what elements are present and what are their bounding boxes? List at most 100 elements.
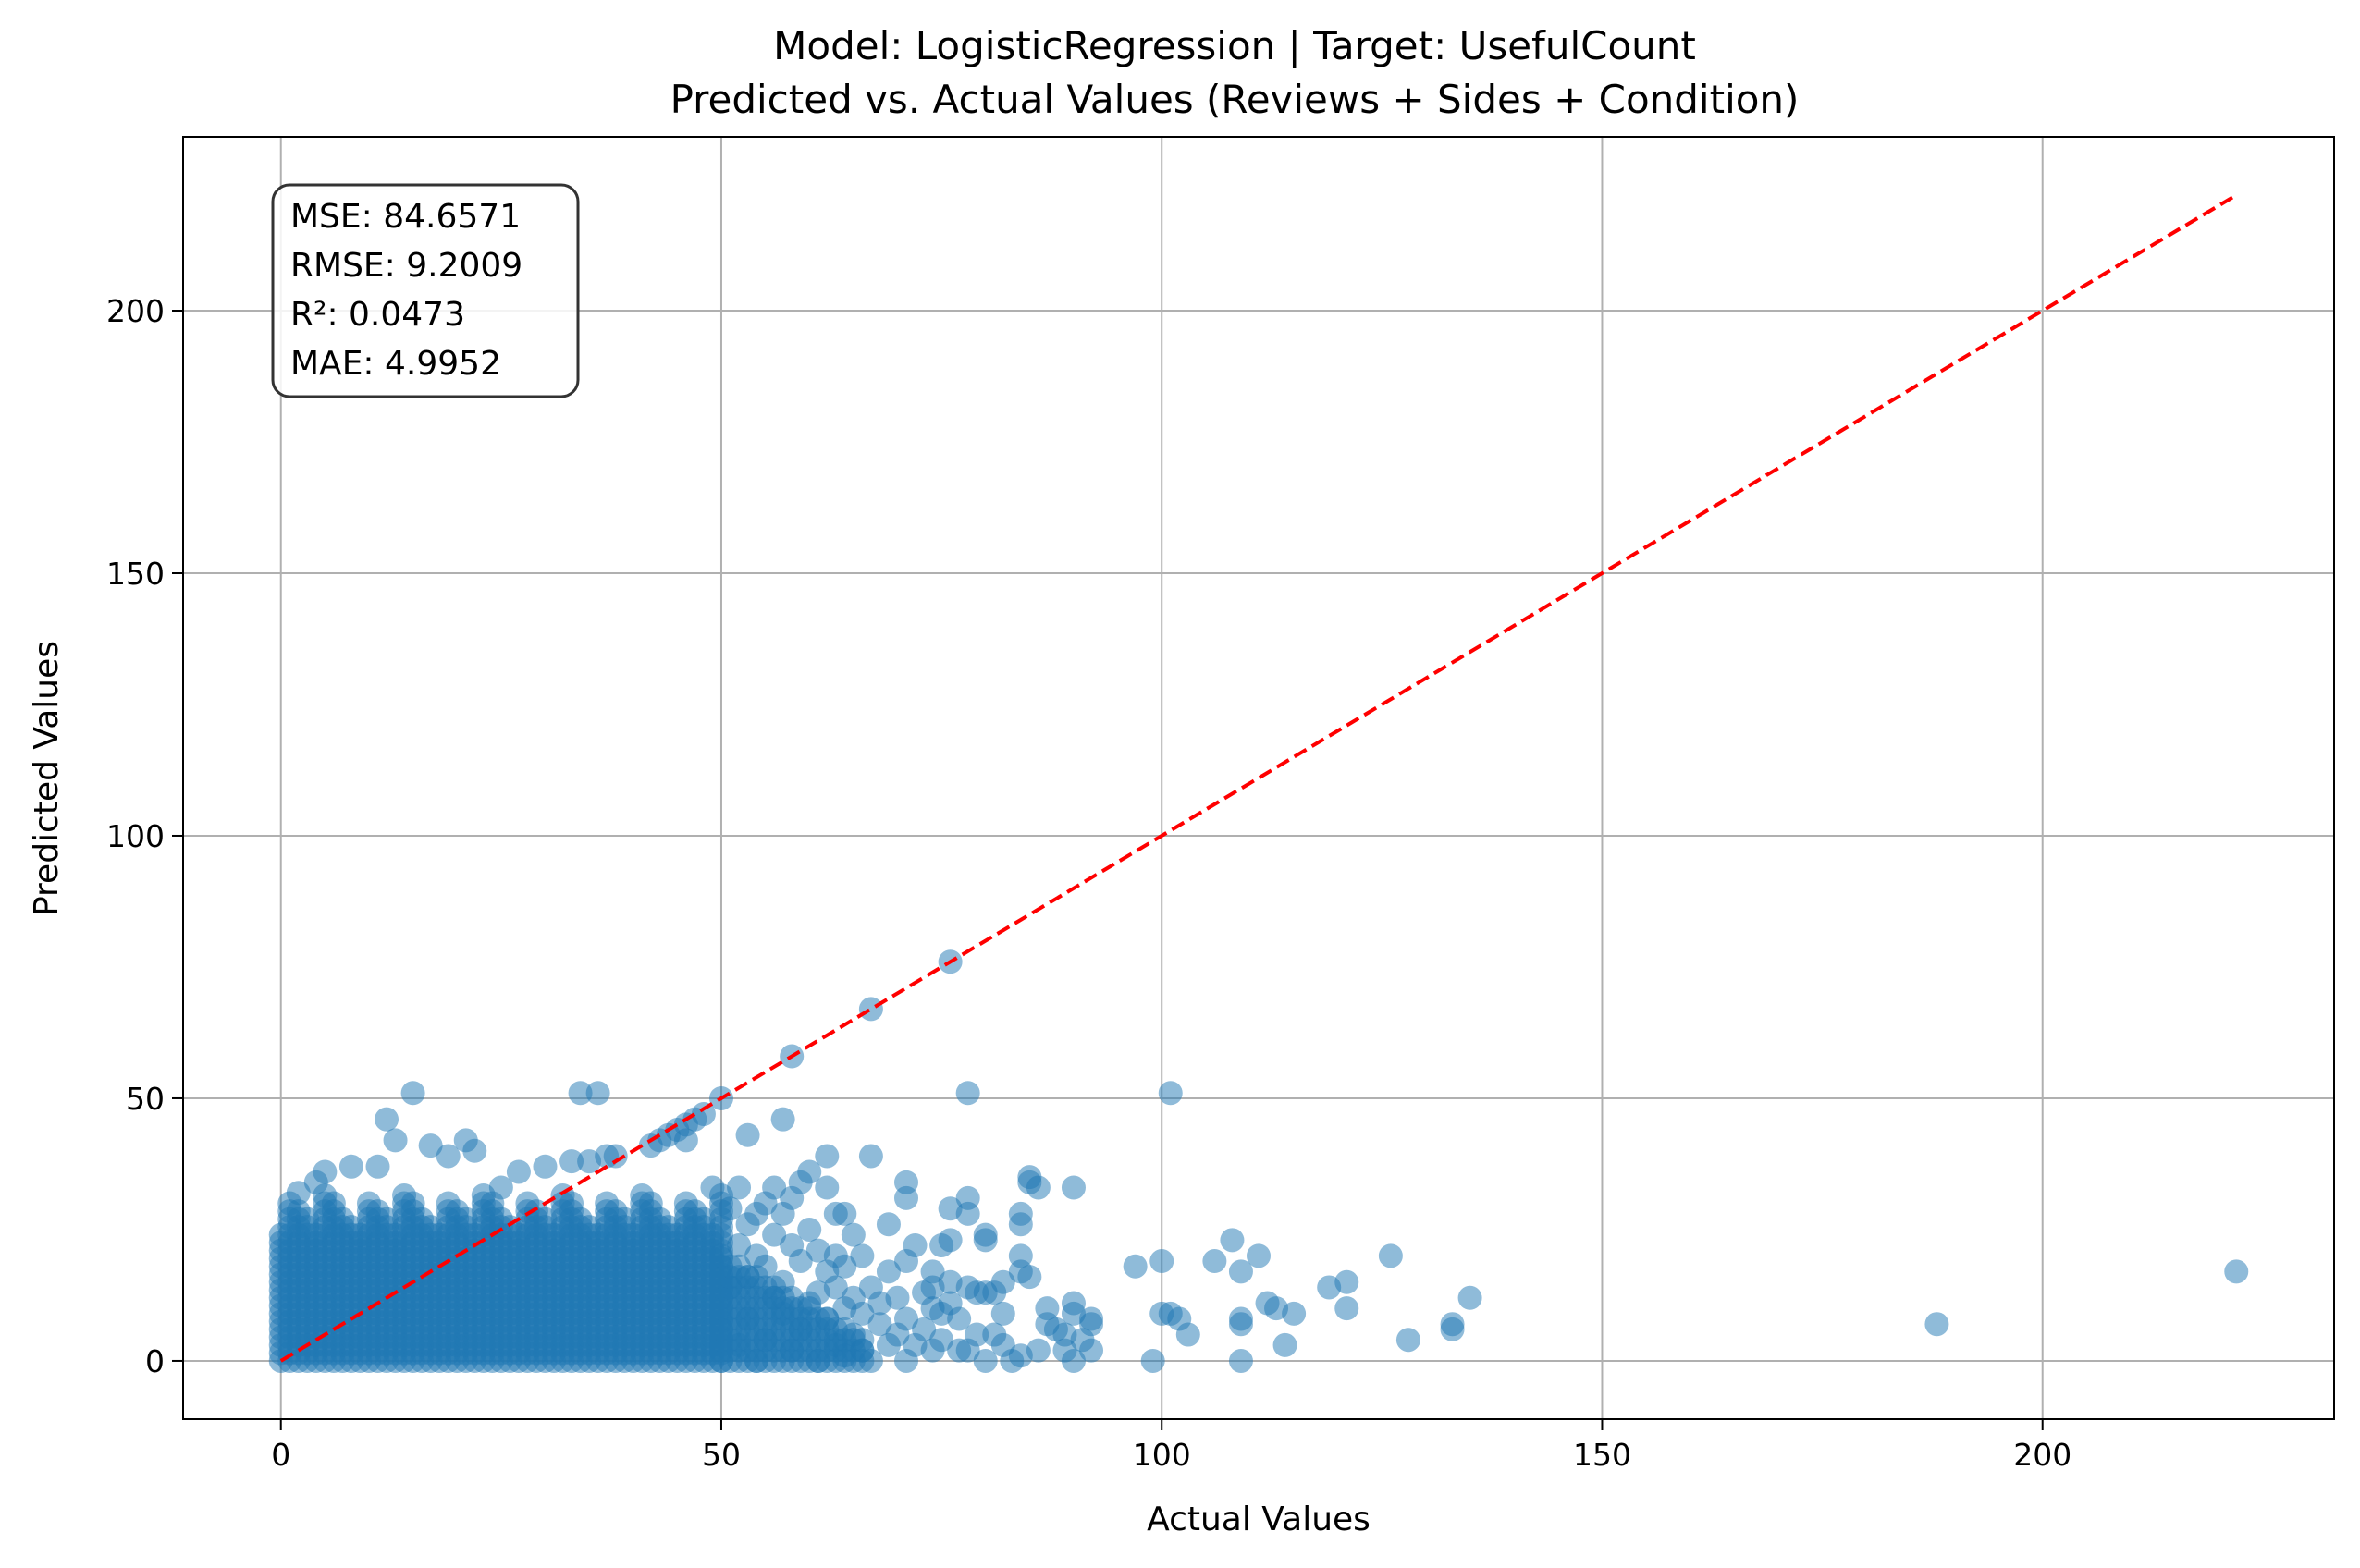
x-tick-label: 200 xyxy=(2013,1437,2071,1473)
data-point xyxy=(418,1133,443,1158)
data-point xyxy=(559,1149,584,1174)
data-point xyxy=(797,1217,822,1242)
data-point xyxy=(1123,1254,1148,1279)
x-axis-label: Actual Values xyxy=(1147,1501,1371,1538)
data-point xyxy=(1017,1170,1042,1194)
data-point xyxy=(1272,1332,1297,1357)
data-point xyxy=(744,1243,769,1268)
data-point xyxy=(462,1138,487,1163)
data-point xyxy=(1378,1243,1403,1268)
data-point xyxy=(867,1312,892,1337)
dense-point-cluster xyxy=(268,1183,875,1373)
data-point xyxy=(638,1133,663,1158)
grid xyxy=(183,137,2334,1419)
data-point xyxy=(955,1081,980,1106)
data-point xyxy=(973,1228,998,1253)
data-point xyxy=(1052,1338,1077,1363)
x-tick-label: 0 xyxy=(271,1437,290,1473)
data-point xyxy=(990,1301,1015,1326)
data-point xyxy=(365,1154,390,1179)
x-tick-label: 150 xyxy=(1573,1437,1631,1473)
data-point xyxy=(585,1081,610,1106)
data-point xyxy=(1440,1312,1465,1337)
data-point xyxy=(1228,1348,1253,1373)
y-tick-label: 150 xyxy=(106,556,165,592)
data-point xyxy=(1008,1212,1033,1237)
data-point xyxy=(894,1348,919,1373)
data-point xyxy=(894,1249,919,1274)
x-tick-label: 50 xyxy=(702,1437,741,1473)
data-point xyxy=(815,1259,840,1284)
y-tick-label: 200 xyxy=(106,293,165,329)
data-point xyxy=(982,1322,1007,1347)
data-point xyxy=(780,1232,805,1257)
y-tick-label: 100 xyxy=(106,818,165,854)
data-point xyxy=(1924,1312,1949,1337)
y-tick-label: 0 xyxy=(145,1343,165,1379)
data-point xyxy=(973,1348,998,1373)
data-point xyxy=(1317,1275,1342,1300)
data-point xyxy=(2224,1259,2249,1284)
data-point xyxy=(805,1238,830,1263)
metric-mse: MSE: 84.6571 xyxy=(290,198,521,236)
data-point xyxy=(876,1332,901,1357)
data-point xyxy=(770,1201,795,1226)
metric-rmse: RMSE: 9.2009 xyxy=(290,247,522,285)
axis-ticks: 0 50 100 150 200 0 50 100 150 200 xyxy=(106,293,2071,1473)
y-axis-label: Predicted Values xyxy=(28,641,66,916)
chart-subtitle: Predicted vs. Actual Values (Reviews + S… xyxy=(670,77,1800,122)
data-point xyxy=(858,997,883,1022)
y-tick-label: 50 xyxy=(126,1081,165,1117)
data-point xyxy=(832,1296,857,1321)
data-point xyxy=(375,1107,399,1132)
data-point xyxy=(1202,1249,1227,1274)
data-point xyxy=(894,1185,919,1210)
x-tick-label: 100 xyxy=(1133,1437,1191,1473)
data-point xyxy=(1035,1312,1060,1337)
reference-line xyxy=(279,193,2238,1363)
data-point xyxy=(1228,1259,1253,1284)
data-point xyxy=(568,1081,593,1106)
data-point xyxy=(762,1222,787,1247)
data-point xyxy=(841,1222,866,1247)
data-point xyxy=(929,1232,954,1257)
metrics-box: MSE: 84.6571 RMSE: 9.2009 R²: 0.0473 MAE… xyxy=(271,183,580,398)
data-points xyxy=(286,949,2249,1373)
metric-mae: MAE: 4.9952 xyxy=(290,345,501,383)
data-point xyxy=(1061,1301,1086,1326)
data-point xyxy=(1395,1328,1420,1353)
cluster-point xyxy=(850,1328,875,1353)
data-point xyxy=(533,1154,558,1179)
data-point xyxy=(876,1259,901,1284)
data-point xyxy=(1140,1348,1165,1373)
data-point xyxy=(400,1081,425,1106)
data-point xyxy=(1158,1081,1183,1106)
data-point xyxy=(815,1175,840,1200)
data-point xyxy=(876,1212,901,1237)
data-point xyxy=(815,1144,840,1169)
metrics-box-frame xyxy=(271,183,580,398)
data-point xyxy=(1008,1259,1033,1284)
data-point xyxy=(1228,1312,1253,1337)
data-point xyxy=(938,1196,963,1221)
data-point xyxy=(1220,1228,1245,1253)
data-point xyxy=(1247,1243,1271,1268)
data-point xyxy=(383,1128,408,1153)
identity-line xyxy=(279,193,2238,1363)
data-point xyxy=(1255,1291,1280,1316)
data-point xyxy=(735,1122,760,1147)
data-point xyxy=(823,1201,848,1226)
cluster-point xyxy=(708,1183,733,1208)
data-point xyxy=(436,1144,461,1169)
data-point xyxy=(1149,1249,1174,1274)
data-point xyxy=(912,1280,937,1305)
chart-title: Model: LogisticRegression | Target: Usef… xyxy=(773,23,1696,68)
data-point xyxy=(577,1149,602,1174)
metric-r2: R²: 0.0473 xyxy=(290,296,465,334)
data-point xyxy=(506,1159,531,1184)
data-point xyxy=(850,1243,875,1268)
data-point xyxy=(858,1275,883,1300)
data-point xyxy=(770,1107,795,1132)
data-point xyxy=(858,1144,883,1169)
data-point xyxy=(1334,1296,1359,1321)
